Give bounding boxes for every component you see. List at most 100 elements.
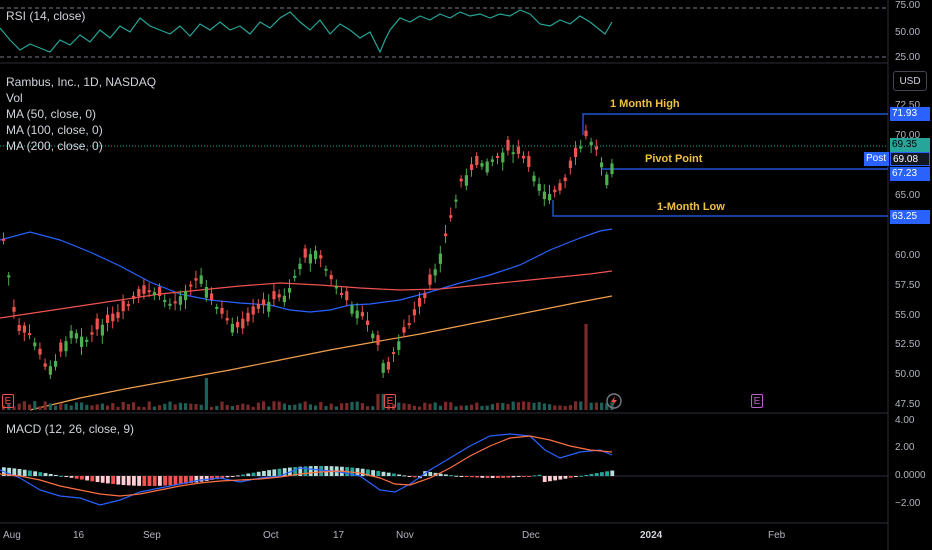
candle-body	[111, 313, 115, 322]
candle-body	[428, 274, 432, 285]
macd-histogram-bar	[485, 476, 490, 478]
x-axis-label: 16	[73, 530, 85, 541]
macd-histogram-bar	[438, 473, 443, 476]
candle-body	[600, 162, 604, 168]
volume-bar	[428, 403, 432, 410]
candle-body	[28, 333, 32, 336]
earnings-badge[interactable]: E	[2, 394, 14, 408]
x-axis-label: 17	[333, 530, 345, 541]
macd-histogram-bar	[496, 476, 500, 478]
candle-body	[262, 299, 266, 306]
volume-bar	[496, 402, 500, 410]
earnings-badge[interactable]: E	[384, 394, 396, 408]
candle-body	[225, 318, 229, 321]
candle-body	[324, 268, 328, 271]
candle-body	[548, 194, 552, 201]
candle-body	[360, 312, 364, 317]
volume-bar	[600, 402, 604, 410]
macd-histogram-bar	[605, 471, 609, 476]
candle-body	[246, 312, 250, 322]
candle-body	[516, 146, 520, 154]
volume-bar	[22, 401, 26, 410]
volume-bar	[158, 405, 162, 410]
volume-label: Vol	[6, 91, 23, 105]
volume-bar	[74, 402, 78, 410]
candle-body	[64, 341, 68, 352]
macd-histogram-bar	[22, 469, 27, 476]
price-tick: 47.50	[895, 399, 921, 410]
candle-body	[90, 332, 94, 335]
volume-bar	[444, 401, 448, 410]
candle-body	[506, 139, 510, 151]
volume-bar	[594, 402, 598, 410]
candle-body	[386, 361, 390, 370]
volume-bar	[116, 406, 120, 410]
volume-bar	[506, 403, 510, 410]
candle-body	[532, 175, 536, 182]
candle-body	[610, 163, 614, 175]
volume-bars	[2, 324, 614, 410]
volume-bar	[106, 405, 110, 410]
volume-bar	[137, 406, 141, 410]
ma200-line	[29, 295, 613, 411]
macd-histogram-bar	[230, 476, 235, 477]
macd-histogram-bar	[475, 476, 479, 478]
candle-body	[147, 290, 151, 293]
macd-histogram-bar	[548, 476, 552, 482]
volume-bar	[579, 401, 583, 410]
volume-bar	[178, 402, 182, 410]
macd-histogram-bar	[178, 476, 183, 485]
volume-bar	[522, 401, 526, 410]
macd-tick: 4.00	[895, 415, 915, 426]
candle-body	[407, 323, 411, 326]
candle-body	[480, 163, 484, 167]
candle-body	[594, 146, 598, 150]
earnings-badge[interactable]: E	[751, 394, 763, 408]
candle-body	[282, 295, 286, 303]
macd-histogram-bar	[444, 474, 448, 476]
volume-bar	[64, 404, 68, 410]
volume-bar	[288, 404, 292, 410]
currency-button[interactable]: USD	[893, 71, 927, 91]
macd-histogram-bar	[553, 476, 557, 481]
macd-histogram-bar	[584, 474, 589, 476]
macd-line	[0, 433, 613, 506]
volume-bar	[319, 402, 323, 410]
macd-histogram-bar	[277, 468, 282, 476]
volume-bar	[215, 405, 219, 410]
candle-body	[490, 159, 494, 162]
macd-histogram-bar	[43, 473, 48, 476]
volume-bar	[475, 402, 479, 410]
price-tick: 50.00	[895, 369, 921, 380]
candle-body	[256, 303, 260, 309]
candle-body	[553, 189, 557, 193]
candle-body	[241, 318, 245, 329]
price-tick: 60.00	[895, 250, 921, 261]
macd-histogram-bar	[459, 476, 464, 477]
candle-body	[173, 301, 177, 304]
macd-histogram-bar	[433, 472, 438, 476]
volume-bar	[173, 404, 177, 410]
macd-histogram-bar	[225, 476, 230, 478]
volume-bar	[303, 401, 307, 410]
macd-histogram-bar	[168, 476, 173, 486]
candle-body	[381, 363, 385, 373]
macd-histogram-bar	[402, 475, 407, 477]
volume-bar	[314, 405, 318, 410]
volume-bar	[433, 402, 437, 410]
volume-bar	[532, 402, 536, 410]
macd-histogram-bar	[522, 476, 526, 477]
macd-histogram-bar	[246, 473, 251, 476]
candle-body	[220, 307, 224, 314]
macd-histogram-bar	[137, 476, 141, 486]
candle-body	[272, 291, 276, 300]
candle-body	[501, 152, 505, 163]
lightning-icon[interactable]	[606, 393, 622, 409]
volume-bar	[407, 404, 411, 410]
candle-body	[558, 183, 562, 191]
candle-body	[59, 342, 63, 352]
volume-bar	[184, 403, 188, 410]
volume-bar	[95, 404, 99, 410]
month-low-annotation: 1-Month Low	[657, 201, 725, 213]
